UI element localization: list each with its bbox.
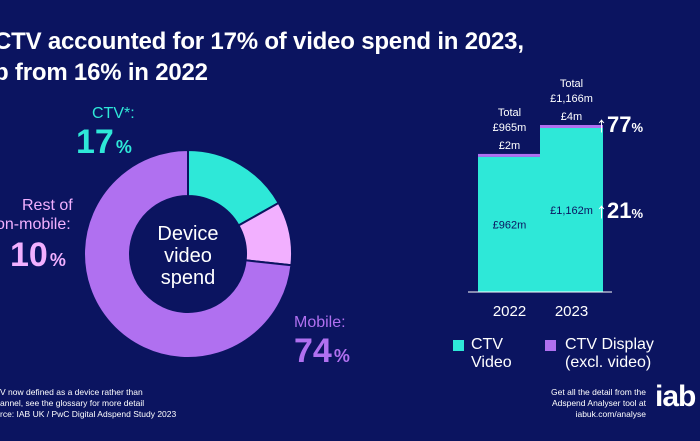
up-arrow-icon: ↑ bbox=[596, 198, 607, 223]
bar-video-value-2023: £1,162m bbox=[550, 205, 593, 217]
rest-slice-label-line-2: on-mobile: bbox=[0, 216, 71, 233]
x-tick-2022: 2022 bbox=[493, 303, 526, 320]
promo-text: Get all the detail from the Adspend Anal… bbox=[551, 387, 646, 420]
mobile-value-number: 74 bbox=[294, 332, 332, 370]
bar-video-2023 bbox=[540, 128, 603, 292]
donut-center-label-3: spend bbox=[161, 267, 216, 289]
bar-video-2022 bbox=[478, 156, 541, 292]
legend-swatch-ctv-video bbox=[453, 340, 464, 351]
promo-line-1: Get all the detail from the bbox=[551, 387, 646, 397]
ctv-value-number: 17 bbox=[76, 123, 114, 161]
growth-video: ↑21% bbox=[596, 198, 643, 224]
bar-total-label-2023: Total bbox=[560, 78, 583, 90]
bar-display-value-2022: £2m bbox=[499, 140, 520, 152]
promo-line-2: Adspend Analyser tool at bbox=[551, 398, 646, 408]
donut-slice-mobile bbox=[83, 148, 293, 359]
footnote-line-2: annel, see the glossary for more detail bbox=[0, 398, 145, 408]
rest-value-percent: % bbox=[49, 250, 66, 270]
bar-total-label-2022: Total bbox=[498, 107, 521, 119]
bar-display-2023 bbox=[540, 125, 603, 128]
mobile-value-percent: % bbox=[333, 346, 350, 366]
donut-center-label-2: video bbox=[164, 245, 212, 267]
legend-swatch-ctv-display bbox=[545, 340, 556, 351]
up-arrow-icon: ↑ bbox=[596, 112, 607, 137]
growth-display-value: 77 bbox=[607, 112, 632, 137]
growth-display-percent: % bbox=[631, 120, 644, 135]
footnote-line-1: V now defined as a device rather than bbox=[0, 387, 143, 397]
bar-display-2022 bbox=[478, 153, 541, 157]
ctv-slice-label: CTV*: bbox=[92, 105, 135, 122]
chart-title: CTV accounted for 17% of video spend in … bbox=[0, 26, 594, 88]
bar-total-value-2023: £1,166m bbox=[550, 93, 593, 105]
promo-link[interactable]: iabuk.com/analyse bbox=[575, 409, 646, 419]
legend-label-ctv-video-line-2: Video bbox=[471, 354, 512, 371]
rest-slice-value: 10% bbox=[10, 237, 66, 278]
rest-slice-label-line-1: Rest of bbox=[22, 197, 73, 214]
source-line: rce: IAB UK / PwC Digital Adspend Study … bbox=[0, 409, 177, 419]
x-tick-2023: 2023 bbox=[555, 303, 588, 320]
growth-video-percent: % bbox=[631, 206, 644, 221]
footnote: V now defined as a device rather than an… bbox=[0, 387, 176, 420]
mobile-slice-label: Mobile: bbox=[294, 314, 346, 331]
bar-display-value-2023: £4m bbox=[561, 111, 582, 123]
rest-value-number: 10 bbox=[10, 236, 48, 274]
legend-label-ctv-display-line-1: CTV Display bbox=[565, 336, 654, 353]
ctv-value-percent: % bbox=[115, 137, 132, 157]
legend-label-ctv-display-line-2: (excl. video) bbox=[565, 354, 652, 371]
legend-label-ctv-video-line-1: CTV bbox=[471, 336, 503, 353]
donut-center-label-1: Device bbox=[157, 223, 218, 245]
growth-display: ↑77% bbox=[596, 112, 643, 138]
ctv-slice-value: 17% bbox=[76, 124, 132, 165]
iab-logo: iab bbox=[655, 380, 696, 413]
title-line-1: CTV accounted for 17% of video spend in … bbox=[0, 28, 524, 55]
bar-video-value-2022: £962m bbox=[493, 219, 527, 231]
title-line-2: p from 16% in 2022 bbox=[0, 59, 208, 86]
growth-video-value: 21 bbox=[607, 198, 632, 223]
mobile-slice-value: 74% bbox=[294, 333, 350, 374]
bar-total-value-2022: £965m bbox=[493, 122, 527, 134]
